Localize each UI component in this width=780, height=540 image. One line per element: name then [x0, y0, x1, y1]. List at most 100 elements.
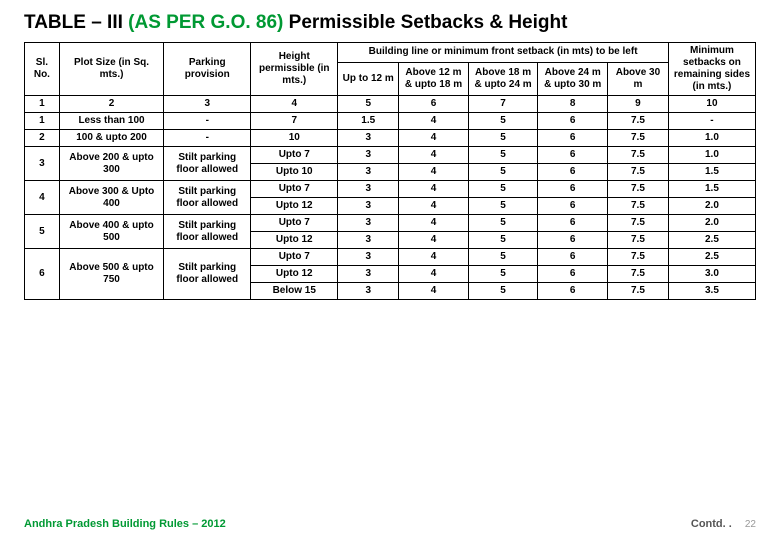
table-cell: 7	[468, 96, 538, 113]
table-cell: 5	[25, 215, 60, 249]
table-cell: 4	[399, 215, 469, 232]
table-cell: Stilt parking floor allowed	[164, 215, 251, 249]
table-cell: 6	[538, 181, 608, 198]
table-cell: 7.5	[608, 283, 669, 300]
table-body: 123456789101Less than 100-71.54567.5-210…	[25, 96, 756, 300]
table-cell: 3	[338, 164, 399, 181]
table-cell: 6	[538, 147, 608, 164]
table-cell: 6	[25, 249, 60, 300]
table-cell: 6	[538, 249, 608, 266]
table-row: 3Above 200 & upto 300Stilt parking floor…	[25, 147, 756, 164]
table-cell: 7.5	[608, 266, 669, 283]
table-cell: 100 & upto 200	[59, 130, 163, 147]
table-cell: -	[164, 113, 251, 130]
table-cell: 3	[338, 130, 399, 147]
table-cell: Upto 7	[251, 249, 338, 266]
table-cell: 7.5	[608, 232, 669, 249]
hdr-above18: Above 18 m & upto 24 m	[468, 62, 538, 95]
table-cell: 7.5	[608, 181, 669, 198]
hdr-above24: Above 24 m & upto 30 m	[538, 62, 608, 95]
table-cell: 3	[338, 232, 399, 249]
table-cell: 6	[538, 266, 608, 283]
footer: Andhra Pradesh Building Rules – 2012 Con…	[24, 518, 756, 530]
table-cell: 6	[538, 232, 608, 249]
table-cell: 5	[468, 215, 538, 232]
table-cell: 3.5	[668, 283, 755, 300]
table-cell: Stilt parking floor allowed	[164, 147, 251, 181]
title-part2: (AS PER G.O. 86)	[128, 12, 283, 33]
table-cell: 3	[338, 249, 399, 266]
table-cell: 5	[468, 198, 538, 215]
table-cell: Less than 100	[59, 113, 163, 130]
table-cell: 1.0	[668, 130, 755, 147]
page-number: 22	[745, 519, 756, 530]
setbacks-table: Sl. No. Plot Size (in Sq. mts.) Parking …	[24, 42, 756, 300]
table-cell: 6	[538, 113, 608, 130]
table-cell: 6	[538, 215, 608, 232]
table-cell: 6	[399, 96, 469, 113]
table-cell: 6	[538, 198, 608, 215]
hdr-group: Building line or minimum front setback (…	[338, 43, 669, 63]
table-cell: 3	[338, 283, 399, 300]
table-cell: Upto 7	[251, 181, 338, 198]
table-row: 5Above 400 & upto 500Stilt parking floor…	[25, 215, 756, 232]
hdr-min: Minimum setbacks on remaining sides (in …	[668, 43, 755, 96]
table-cell: Upto 7	[251, 215, 338, 232]
table-cell: 4	[251, 96, 338, 113]
table-cell: 5	[468, 181, 538, 198]
table-cell: 4	[399, 198, 469, 215]
hdr-above12: Above 12 m & upto 18 m	[399, 62, 469, 95]
table-cell: 3	[338, 181, 399, 198]
table-cell: -	[164, 130, 251, 147]
table-cell: 9	[608, 96, 669, 113]
table-cell: 3	[164, 96, 251, 113]
table-cell: 4	[399, 113, 469, 130]
table-cell: 4	[399, 147, 469, 164]
table-cell: Above 400 & upto 500	[59, 215, 163, 249]
table-cell: 6	[538, 164, 608, 181]
table-cell: Upto 12	[251, 232, 338, 249]
hdr-plot: Plot Size (in Sq. mts.)	[59, 43, 163, 96]
table-cell: Stilt parking floor allowed	[164, 249, 251, 300]
table-cell: 5	[468, 164, 538, 181]
table-cell: 3	[25, 147, 60, 181]
table-cell: 2.5	[668, 249, 755, 266]
table-cell: 4	[399, 181, 469, 198]
title-part1: TABLE – III	[24, 12, 128, 33]
table-cell: 5	[468, 249, 538, 266]
table-cell: Above 300 & Upto 400	[59, 181, 163, 215]
table-cell: 1.5	[668, 164, 755, 181]
table-row: 12345678910	[25, 96, 756, 113]
table-row: 1Less than 100-71.54567.5-	[25, 113, 756, 130]
table-row: 4Above 300 & Upto 400Stilt parking floor…	[25, 181, 756, 198]
table-cell: -	[668, 113, 755, 130]
table-cell: 5	[468, 130, 538, 147]
table-cell: 8	[538, 96, 608, 113]
footer-left: Andhra Pradesh Building Rules – 2012	[24, 518, 226, 530]
table-row: 6Above 500 & upto 750Stilt parking floor…	[25, 249, 756, 266]
table-cell: 5	[468, 113, 538, 130]
hdr-parking: Parking provision	[164, 43, 251, 96]
table-cell: 5	[338, 96, 399, 113]
table-cell: 3	[338, 198, 399, 215]
hdr-sl: Sl. No.	[25, 43, 60, 96]
table-cell: 2.0	[668, 198, 755, 215]
table-cell: Stilt parking floor allowed	[164, 181, 251, 215]
table-cell: 10	[251, 130, 338, 147]
table-cell: 4	[399, 130, 469, 147]
table-cell: Upto 7	[251, 147, 338, 164]
page-title: TABLE – III (AS PER G.O. 86) Permissible…	[24, 12, 756, 34]
table-cell: Upto 10	[251, 164, 338, 181]
table-cell: 5	[468, 283, 538, 300]
table-cell: 5	[468, 147, 538, 164]
hdr-height: Height permissible (in mts.)	[251, 43, 338, 96]
table-cell: 4	[399, 164, 469, 181]
table-cell: 2	[25, 130, 60, 147]
table-cell: Above 500 & upto 750	[59, 249, 163, 300]
table-cell: 3	[338, 147, 399, 164]
table-cell: Upto 12	[251, 198, 338, 215]
footer-right: Contd. .	[691, 518, 732, 530]
table-cell: 4	[399, 283, 469, 300]
table-cell: 1.5	[668, 181, 755, 198]
table-cell: 10	[668, 96, 755, 113]
